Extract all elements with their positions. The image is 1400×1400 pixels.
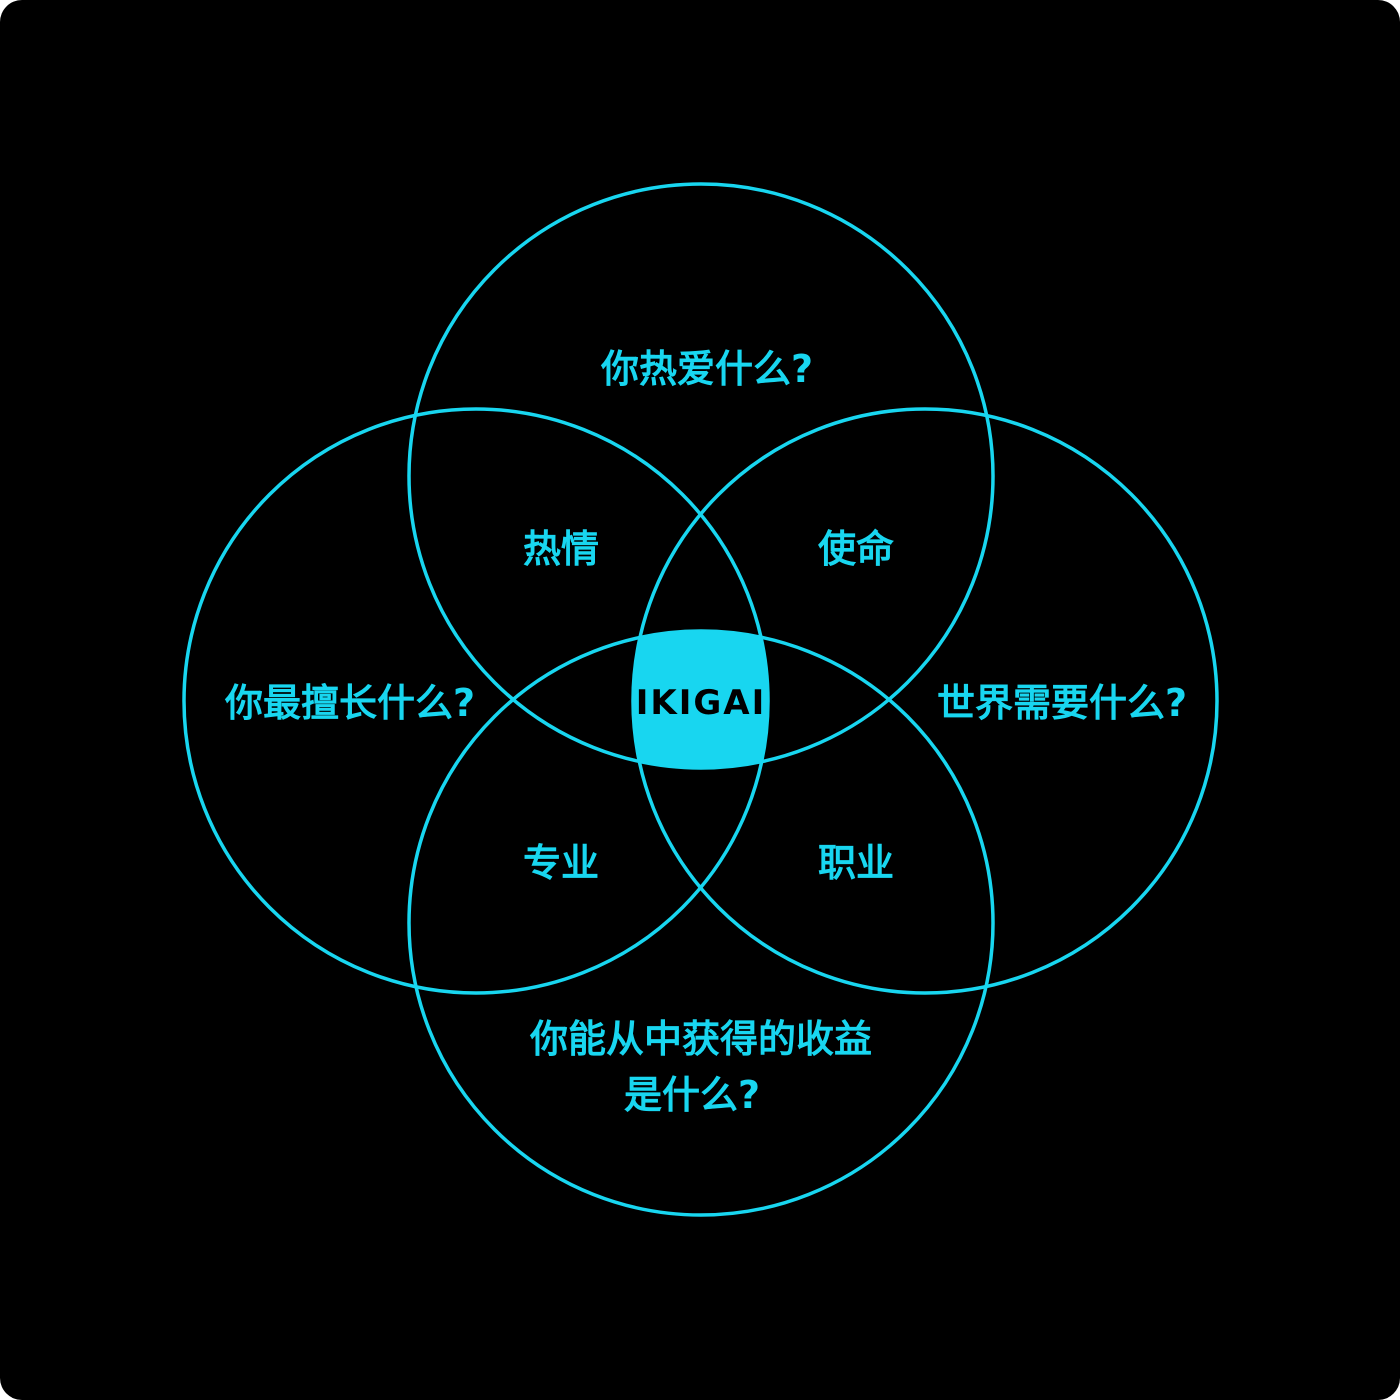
bottom-circle-question-line1: 你能从中获得的收益 (529, 1017, 872, 1061)
circle-left (182, 407, 770, 995)
circle-bottom (407, 629, 995, 1217)
overlap-profession-label: 专业 (523, 841, 599, 885)
left-circle-question: 你最擅长什么? (224, 681, 475, 725)
right-circle-question: 世界需要什么? (937, 681, 1187, 725)
top-circle-question: 你热爱什么? (600, 347, 813, 391)
bottom-circle-question-line2: 是什么? (624, 1073, 760, 1117)
circle-top (407, 182, 995, 770)
overlap-mission-label: 使命 (818, 527, 894, 571)
circle-right (631, 407, 1219, 995)
overlap-vocation-label: 职业 (818, 841, 894, 885)
overlap-passion-label: 热情 (523, 527, 599, 571)
center-ikigai-label: IKIGAI (636, 683, 767, 723)
